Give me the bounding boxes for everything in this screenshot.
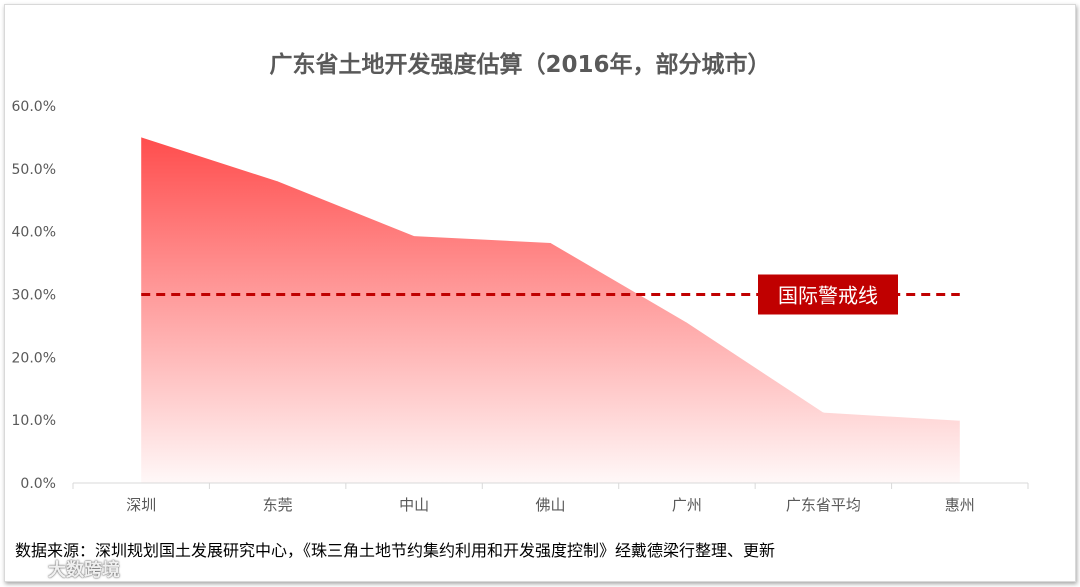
y-tick-label: 20.0% xyxy=(12,350,56,366)
reference-label-box xyxy=(758,274,898,315)
x-tick-label: 中山 xyxy=(399,496,429,514)
watermark-text: 大数跨境 xyxy=(48,560,120,581)
y-tick-label: 10.0% xyxy=(12,413,56,429)
x-tick-label: 广东省平均 xyxy=(786,496,861,514)
y-tick-label: 30.0% xyxy=(12,288,56,304)
source-note: 数据来源：深圳规划国土发展研究中心，《珠三角土地节约集约利用和开发强度控制》经戴… xyxy=(15,541,776,560)
y-tick-label: 60.0% xyxy=(12,99,56,115)
x-tick-label: 深圳 xyxy=(126,496,156,514)
reference-label: 国际警戒线 xyxy=(778,284,878,308)
y-tick-label: 0.0% xyxy=(20,476,56,492)
plot-area: 国际警戒线 xyxy=(72,137,1029,489)
y-tick-label: 50.0% xyxy=(12,162,56,178)
x-tick-label: 惠州 xyxy=(945,496,975,514)
x-tick-label: 广州 xyxy=(672,496,702,514)
y-axis: 0.0% 10.0% 20.0% 30.0% 40.0% 50.0% 60.0% xyxy=(12,99,56,492)
watermark-logo-icon xyxy=(19,560,42,578)
area-fill xyxy=(141,137,960,483)
x-tick-label: 佛山 xyxy=(535,496,565,514)
x-tick-label: 东莞 xyxy=(263,496,293,514)
watermark: 大数跨境 xyxy=(19,558,120,581)
x-axis: 深圳 东莞 中山 佛山 广州 广东省平均 惠州 xyxy=(126,496,975,514)
chart-title: 广东省土地开发强度估算（2016年，部分城市） xyxy=(269,51,770,78)
y-tick-label: 40.0% xyxy=(12,225,56,241)
